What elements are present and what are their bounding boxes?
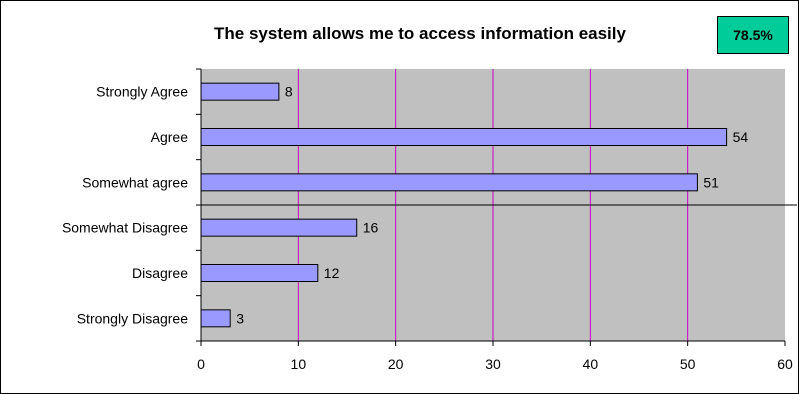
value-label: 16 (363, 220, 379, 236)
value-labels: 8 54 51 16 12 3 (236, 84, 748, 327)
x-tick-label: 40 (583, 356, 599, 372)
value-label: 12 (324, 265, 340, 281)
category-label: Agree (151, 129, 189, 145)
category-label: Somewhat Disagree (62, 220, 188, 236)
tick-labels: 0 10 20 30 40 50 60 (197, 356, 793, 372)
x-tick-label: 20 (388, 356, 404, 372)
score-badge: 78.5% (717, 16, 789, 54)
bar (200, 128, 728, 146)
bar (200, 264, 319, 282)
bar (200, 82, 280, 101)
category-labels: Strongly Agree Agree Somewhat agree Somewha… (62, 84, 188, 327)
bar (200, 173, 698, 192)
axis-lines (196, 68, 797, 346)
value-label: 51 (703, 174, 719, 190)
category-label: Strongly Disagree (77, 310, 188, 326)
value-label: 54 (733, 129, 749, 145)
chart-title: The system allows me to access informati… (214, 24, 626, 43)
bar (200, 309, 231, 328)
category-label: Somewhat agree (82, 174, 188, 190)
category-label: Strongly Agree (96, 84, 188, 100)
x-tick-label: 0 (197, 356, 205, 372)
x-tick-label: 10 (291, 356, 307, 372)
category-label: Disagree (132, 265, 188, 281)
bar (200, 218, 358, 237)
bars (200, 82, 728, 328)
x-tick-label: 50 (680, 356, 696, 372)
x-tick-label: 60 (777, 356, 793, 372)
value-label: 3 (236, 310, 244, 326)
value-label: 8 (285, 84, 293, 100)
x-tick-label: 30 (485, 356, 501, 372)
